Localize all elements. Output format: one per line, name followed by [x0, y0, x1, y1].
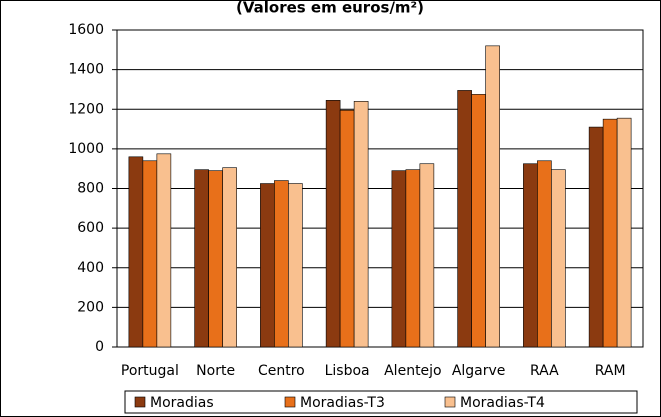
- bar: [588, 126, 604, 348]
- bar: [128, 156, 144, 348]
- x-tick-label: Centro: [258, 363, 305, 379]
- bar: [391, 170, 407, 348]
- legend-swatch: [444, 396, 456, 408]
- x-tick-label: Portugal: [121, 363, 179, 379]
- bar: [142, 160, 158, 348]
- x-tick-label: Norte: [196, 363, 235, 379]
- bar: [523, 163, 538, 348]
- bar: [485, 45, 500, 348]
- bar: [339, 109, 355, 348]
- bar: [325, 100, 341, 348]
- chart-title: (Valores em euros/m²): [236, 0, 424, 17]
- bar: [616, 117, 632, 348]
- y-tick-label: 1400: [68, 62, 104, 78]
- bar: [419, 163, 435, 348]
- x-tick-label: RAM: [595, 363, 626, 379]
- bar: [471, 94, 486, 348]
- legend-swatch: [284, 396, 296, 408]
- x-tick-label: RAA: [530, 363, 559, 379]
- bar: [457, 90, 472, 348]
- bar: [194, 169, 209, 348]
- bar: [156, 153, 172, 348]
- x-tick-label: Lisboa: [325, 363, 370, 379]
- y-tick-label: 1000: [68, 141, 104, 157]
- bar: [405, 169, 421, 348]
- legend-label: Moradias-T4: [460, 395, 545, 411]
- bar: [602, 118, 618, 348]
- bar: [353, 101, 369, 348]
- legend-box: [124, 390, 638, 414]
- x-tick-label: Alentejo: [384, 363, 442, 379]
- y-tick-label: 200: [77, 299, 104, 315]
- legend-swatch: [134, 396, 146, 408]
- y-tick-label: 1600: [68, 22, 104, 38]
- y-tick-label: 800: [77, 181, 104, 197]
- x-tick-label: Algarve: [452, 363, 506, 379]
- y-tick-label: 600: [77, 220, 104, 236]
- y-tick-label: 0: [95, 339, 104, 355]
- y-tick-label: 1200: [68, 101, 104, 117]
- legend-label: Moradias: [150, 395, 214, 411]
- bar: [551, 169, 566, 348]
- bar: [260, 183, 275, 348]
- bar: [537, 160, 552, 348]
- bar: [208, 170, 223, 348]
- bar: [288, 183, 303, 348]
- legend-label: Moradias-T3: [300, 395, 385, 411]
- bar: [222, 167, 237, 348]
- bar: [274, 180, 289, 348]
- y-tick-label: 400: [77, 260, 104, 276]
